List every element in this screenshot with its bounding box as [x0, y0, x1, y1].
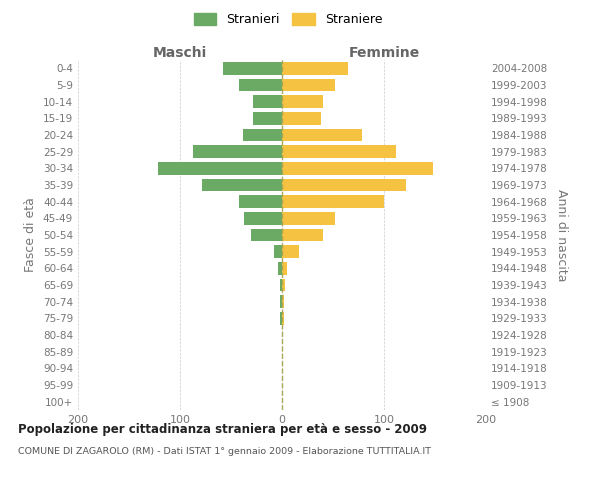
Bar — [274, 246, 282, 258]
Text: Popolazione per cittadinanza straniera per età e sesso - 2009: Popolazione per cittadinanza straniera p… — [18, 422, 427, 436]
Bar — [193, 146, 282, 158]
Bar — [282, 196, 384, 208]
Bar — [280, 296, 282, 308]
Bar — [253, 112, 282, 124]
Y-axis label: Anni di nascita: Anni di nascita — [556, 188, 568, 281]
Bar — [282, 229, 323, 241]
Bar — [282, 296, 284, 308]
Bar — [282, 79, 335, 92]
Bar — [282, 262, 287, 274]
Bar — [282, 212, 335, 224]
Bar — [282, 312, 284, 324]
Bar — [282, 246, 299, 258]
Text: Femmine: Femmine — [349, 46, 419, 60]
Bar — [253, 96, 282, 108]
Bar — [278, 262, 282, 274]
Text: Maschi: Maschi — [153, 46, 207, 60]
Bar — [158, 162, 282, 174]
Bar — [239, 79, 282, 92]
Bar — [239, 196, 282, 208]
Bar — [282, 96, 323, 108]
Bar — [282, 112, 321, 124]
Bar — [282, 146, 396, 158]
Bar — [244, 212, 282, 224]
Bar — [251, 229, 282, 241]
Bar — [282, 62, 349, 74]
Bar — [282, 279, 285, 291]
Y-axis label: Fasce di età: Fasce di età — [25, 198, 37, 272]
Bar — [282, 179, 406, 192]
Bar — [202, 179, 282, 192]
Bar — [280, 312, 282, 324]
Bar — [243, 129, 282, 141]
Text: COMUNE DI ZAGAROLO (RM) - Dati ISTAT 1° gennaio 2009 - Elaborazione TUTTITALIA.I: COMUNE DI ZAGAROLO (RM) - Dati ISTAT 1° … — [18, 448, 431, 456]
Bar — [282, 129, 362, 141]
Bar — [282, 162, 433, 174]
Bar — [223, 62, 282, 74]
Legend: Stranieri, Straniere: Stranieri, Straniere — [190, 8, 386, 30]
Bar — [280, 279, 282, 291]
